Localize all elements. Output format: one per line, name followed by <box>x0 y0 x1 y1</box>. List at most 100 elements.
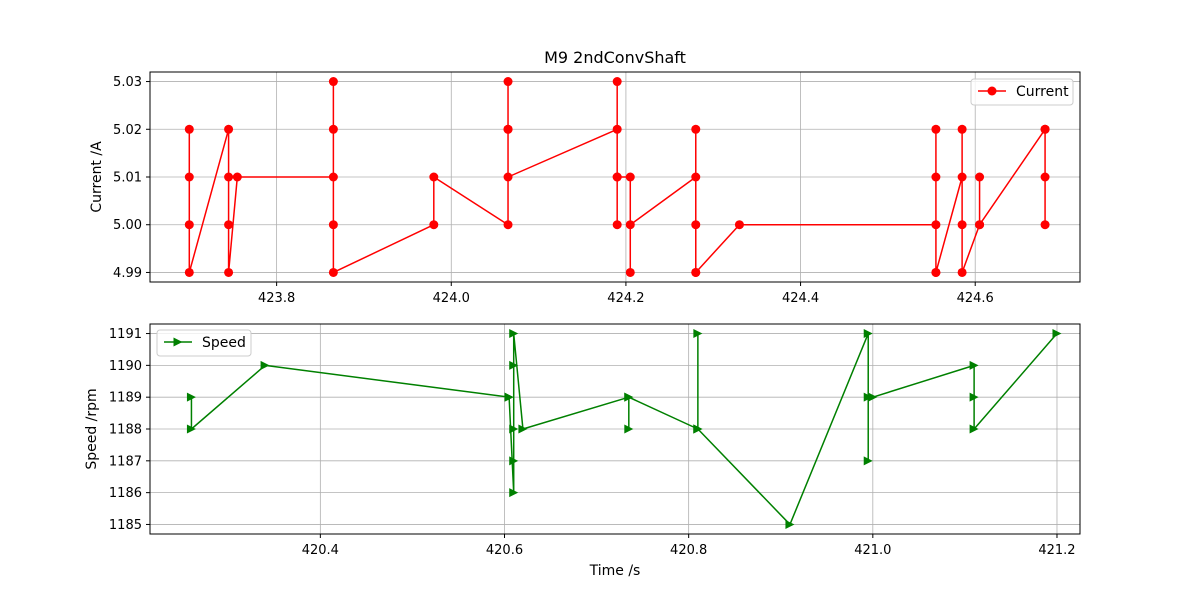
speed-ytick-label: 1187 <box>109 454 142 469</box>
current-point <box>328 77 338 87</box>
speed-legend-box <box>156 329 252 357</box>
speed-point <box>969 360 979 370</box>
current-point <box>328 267 338 277</box>
current-legend: Current <box>970 78 1074 106</box>
current-ylabel: Current /A <box>89 141 105 213</box>
current-xtick-label: 424.6 <box>957 291 994 306</box>
speed-point <box>509 456 519 466</box>
speed-point <box>504 392 514 402</box>
current-point <box>429 220 439 230</box>
speed-grid <box>150 324 1080 534</box>
current-ytick-label: 5.01 <box>113 171 142 186</box>
current-point <box>691 172 701 182</box>
current-xtick-label: 424.0 <box>433 291 470 306</box>
speed-point <box>693 329 703 339</box>
speed-xtick-label: 420.6 <box>486 543 523 558</box>
current-point <box>957 124 967 134</box>
speed-legend: Speed <box>156 329 252 357</box>
speed-point <box>624 424 634 434</box>
current-point <box>224 172 234 182</box>
current-yticks: 4.99 5.00 5.01 5.02 5.03 <box>113 75 150 281</box>
speed-ylabel: Speed /rpm <box>84 388 100 469</box>
speed-legend-label: Speed <box>202 335 246 351</box>
speed-ytick-label: 1188 <box>109 423 142 438</box>
current-point <box>975 172 985 182</box>
current-point <box>429 172 439 182</box>
current-point <box>328 172 338 182</box>
current-point <box>612 220 622 230</box>
speed-point <box>518 424 528 434</box>
speed-point <box>863 392 873 402</box>
speed-point <box>1052 329 1062 339</box>
current-point <box>184 172 194 182</box>
speed-point <box>509 329 519 339</box>
current-point <box>612 77 622 87</box>
speed-point <box>509 424 519 434</box>
current-xtick-label: 424.2 <box>607 291 644 306</box>
current-xtick-label: 424.4 <box>782 291 819 306</box>
current-series-line <box>188 80 1046 274</box>
current-ytick-label: 5.00 <box>113 218 142 233</box>
speed-ytick-label: 1190 <box>109 359 142 374</box>
current-series-markers <box>184 77 1050 277</box>
current-point <box>503 77 513 87</box>
current-point <box>734 220 744 230</box>
current-point <box>224 124 234 134</box>
current-point <box>957 220 967 230</box>
current-xtick-label: 423.8 <box>258 291 295 306</box>
current-point <box>328 220 338 230</box>
current-point <box>931 172 941 182</box>
current-point <box>931 267 941 277</box>
current-point <box>625 172 635 182</box>
current-axes: 423.8 424.0 424.2 424.4 424.6 4.99 5.00 5.01 5.… <box>89 71 1081 306</box>
speed-point <box>785 519 795 529</box>
speed-point <box>260 360 270 370</box>
speed-point <box>186 392 196 402</box>
speed-point <box>969 424 979 434</box>
speed-xtick-label: 421.2 <box>1038 543 1075 558</box>
current-xticks: 423.8 424.0 424.2 424.4 424.6 <box>258 282 994 306</box>
current-point <box>224 220 234 230</box>
speed-point <box>863 456 873 466</box>
speed-point <box>624 392 634 402</box>
current-point <box>931 220 941 230</box>
current-point <box>1040 124 1050 134</box>
speed-xtick-label: 420.8 <box>670 543 707 558</box>
speed-ytick-label: 1185 <box>109 518 142 533</box>
current-point <box>224 267 234 277</box>
current-point <box>184 267 194 277</box>
current-point <box>691 220 701 230</box>
current-point <box>1040 172 1050 182</box>
speed-ytick-label: 1189 <box>109 391 142 406</box>
speed-yticks: 1185 1186 1187 1188 1189 1190 1191 <box>109 327 150 533</box>
current-ytick-label: 4.99 <box>113 266 142 281</box>
current-legend-label: Current <box>1016 84 1069 100</box>
current-line <box>188 80 1046 274</box>
speed-point <box>868 392 878 402</box>
speed-point <box>186 424 196 434</box>
speed-xtick-label: 421.0 <box>854 543 891 558</box>
current-point <box>957 172 967 182</box>
current-ytick-label: 5.02 <box>113 123 142 138</box>
current-point <box>957 267 967 277</box>
current-point <box>625 267 635 277</box>
current-point <box>328 124 338 134</box>
speed-series-markers <box>186 329 1062 529</box>
current-point <box>931 124 941 134</box>
current-legend-box <box>970 78 1074 106</box>
current-point <box>691 267 701 277</box>
speed-legend-marker <box>173 337 183 347</box>
current-point <box>184 220 194 230</box>
speed-point <box>969 392 979 402</box>
speed-axes: 420.4 420.6 420.8 421.0 421.2 11851186118711… <box>84 323 1081 579</box>
speed-xticks: 420.4 420.6 420.8 421.0 421.2 <box>302 534 1076 558</box>
speed-point <box>509 488 519 498</box>
speed-point <box>693 424 703 434</box>
chart-title: M9 2ndConvShaft <box>544 48 686 67</box>
speed-point <box>509 360 519 370</box>
speed-ytick-label: 1186 <box>109 486 142 501</box>
speed-xlabel: Time /s <box>589 563 641 579</box>
current-point <box>625 220 635 230</box>
current-point <box>184 124 194 134</box>
